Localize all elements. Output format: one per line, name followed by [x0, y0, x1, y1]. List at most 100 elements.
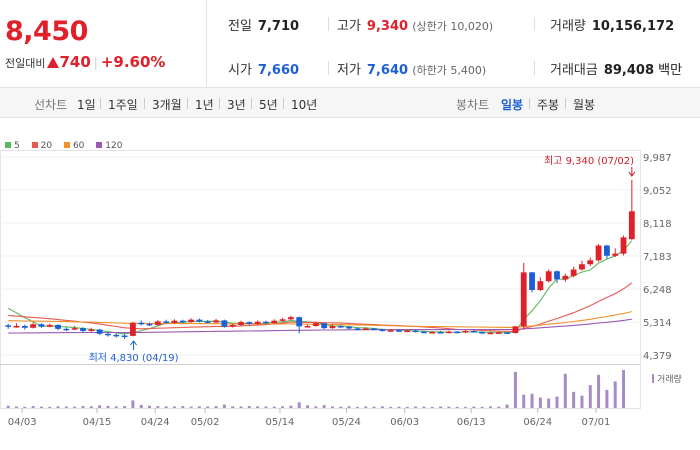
volume-bar — [613, 381, 617, 408]
candle — [263, 320, 269, 325]
candle — [529, 271, 535, 293]
candle-body — [462, 330, 469, 333]
volume-bar — [522, 394, 526, 408]
candle — [38, 323, 45, 328]
candle-monthly[interactable]: 월봉 — [573, 98, 596, 112]
candle — [337, 325, 344, 328]
volume-bar — [439, 406, 443, 408]
divider — [328, 17, 329, 31]
x-tick-label: 07/01 — [582, 417, 611, 428]
candle-body — [13, 326, 20, 328]
volume-bar — [197, 406, 201, 408]
candle-body — [545, 271, 552, 282]
candle-body — [88, 329, 95, 332]
volume-bar — [364, 406, 368, 408]
candle — [587, 257, 594, 266]
amount-label: 거래대금 — [550, 63, 598, 78]
candle — [121, 333, 128, 340]
volume-bar — [172, 406, 176, 408]
candle-body — [321, 323, 328, 329]
candle-body — [487, 332, 494, 335]
volume-bar — [23, 406, 27, 408]
candle-body — [570, 269, 577, 276]
candle — [188, 318, 195, 323]
volume-bar — [289, 405, 293, 408]
candle — [437, 330, 444, 334]
candle — [154, 320, 161, 326]
volume-bar — [14, 406, 18, 408]
x-axis: 04/03 04/15 04/24 05/02 05/14 05/24 06/03 06/13… — [8, 408, 611, 428]
volume-bar — [64, 406, 68, 408]
candle-daily[interactable]: 일봉 — [501, 98, 524, 112]
candle-body — [105, 333, 111, 336]
period-1w[interactable]: 1주일 — [108, 98, 138, 112]
candle-body — [30, 324, 37, 328]
candle-body — [603, 245, 610, 256]
period-3y[interactable]: 3년 — [227, 98, 246, 112]
x-tick-label: 06/24 — [523, 417, 552, 428]
volume-bar — [264, 406, 268, 408]
candle-body — [362, 328, 369, 330]
volume-bar — [405, 406, 409, 408]
candle — [620, 235, 627, 256]
candle-body — [179, 320, 186, 323]
candle — [271, 319, 278, 324]
period-1d[interactable]: 1일 — [77, 98, 96, 112]
volume-bar — [588, 385, 592, 408]
period-1y[interactable]: 1년 — [195, 98, 214, 112]
volume-bar — [148, 405, 152, 408]
divider — [283, 98, 284, 109]
candle — [570, 266, 577, 278]
candle — [63, 327, 70, 331]
legend-swatch — [31, 142, 38, 148]
candle — [412, 329, 419, 333]
candle — [579, 260, 585, 271]
y-tick-label: 5,314 — [643, 318, 672, 329]
low-label: 저가 — [337, 63, 361, 78]
candle-body — [495, 332, 502, 334]
y-tick-label: 7,183 — [643, 252, 672, 263]
candle-body — [404, 330, 411, 333]
candle — [603, 244, 610, 259]
volume-bar — [297, 402, 301, 408]
candle — [296, 316, 303, 334]
volume-bar — [422, 406, 426, 408]
volume-bar — [447, 406, 451, 408]
volume-bar — [380, 406, 384, 408]
candle — [321, 322, 328, 330]
volume-bar — [139, 404, 143, 408]
candle — [445, 330, 452, 334]
volume-bar — [513, 371, 517, 408]
candle — [196, 318, 203, 323]
y-tick-label: 6,248 — [643, 285, 672, 296]
volume-bar — [622, 370, 626, 408]
volume-bar — [547, 398, 551, 408]
candle-body — [479, 332, 486, 334]
x-tick-label: 05/24 — [332, 417, 361, 428]
divider — [328, 61, 329, 75]
candle-body — [113, 334, 120, 337]
period-3m[interactable]: 3개월 — [152, 98, 182, 112]
candle-body — [279, 319, 286, 321]
open-price: 시가 7,660 — [228, 59, 299, 78]
volume-bar — [89, 406, 93, 408]
candle-body — [504, 332, 511, 334]
candle — [512, 326, 519, 334]
volume-bar — [538, 397, 542, 408]
volume-bar — [597, 374, 601, 408]
volume-bar — [306, 405, 310, 408]
period-5y[interactable]: 5년 — [259, 98, 278, 112]
candle-body — [437, 332, 444, 334]
y-axis: 9,987 9,052 8,118 7,183 6,248 5,314 4,379 — [643, 153, 672, 362]
volume-bar — [530, 393, 534, 408]
candle — [204, 320, 211, 324]
candle-body — [562, 275, 569, 280]
line-chart-label: 선차트 — [34, 98, 68, 112]
candle-body — [620, 237, 627, 254]
candle-body — [221, 320, 228, 327]
candle-weekly[interactable]: 주봉 — [537, 98, 560, 112]
candle-body — [71, 328, 78, 330]
period-10y[interactable]: 10년 — [291, 98, 318, 112]
candle-body — [628, 211, 635, 240]
